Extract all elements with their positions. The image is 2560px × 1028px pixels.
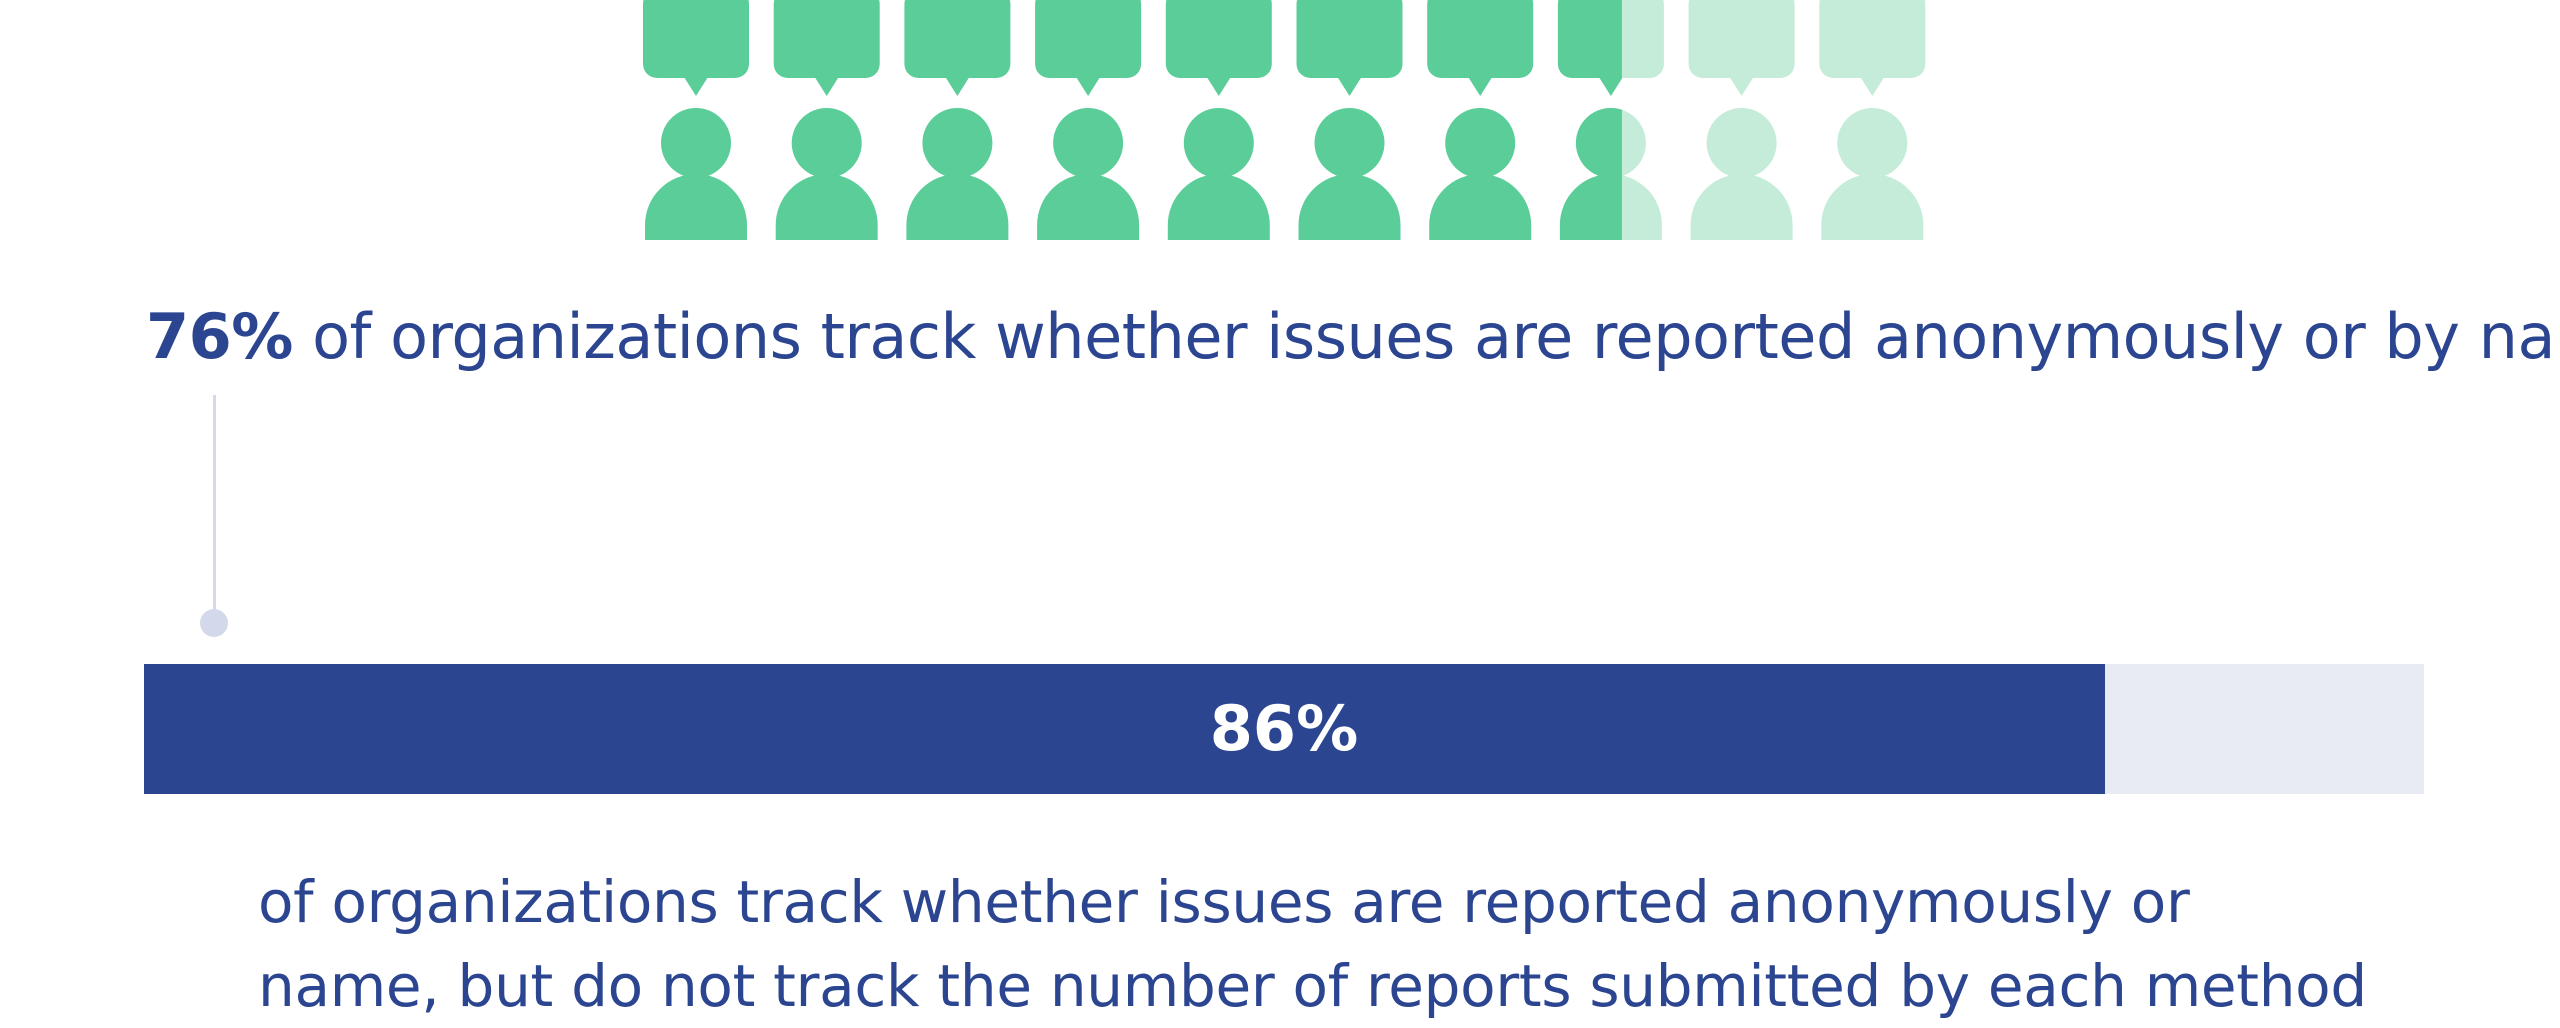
connector-line [213, 395, 216, 620]
bar-caption-line-2: name, but do not track the number of rep… [258, 952, 2367, 1020]
person-speech-bubble-icon [643, 0, 749, 240]
person-speech-bubble-icon [1035, 0, 1142, 240]
pictograph [643, 0, 1926, 240]
pictograph-caption-text: of organizations track whether issues ar… [292, 300, 2560, 373]
bar-fill [144, 664, 2105, 794]
bar-caption: of organizations track whether issues ar… [258, 860, 2367, 1028]
connector-dot [200, 609, 228, 637]
bar-caption-line-1: of organizations track whether issues ar… [258, 868, 2190, 936]
person-speech-bubble-icon [1819, 0, 1926, 240]
bar-track: 86% [144, 664, 2424, 794]
person-speech-bubble-icon [1557, 0, 1664, 240]
bar-value-label: 86% [1209, 692, 1359, 765]
person-speech-bubble-icon [1296, 0, 1403, 240]
person-speech-bubble-icon [773, 0, 880, 240]
pictograph-caption: 76% of organizations track whether issue… [146, 300, 2560, 373]
person-speech-bubble-icon [1165, 0, 1272, 240]
pictograph-value-label: 76% [146, 300, 293, 373]
person-speech-bubble-icon [1688, 0, 1795, 240]
person-speech-bubble-icon [904, 0, 1011, 240]
person-speech-bubble-icon [1427, 0, 1534, 240]
